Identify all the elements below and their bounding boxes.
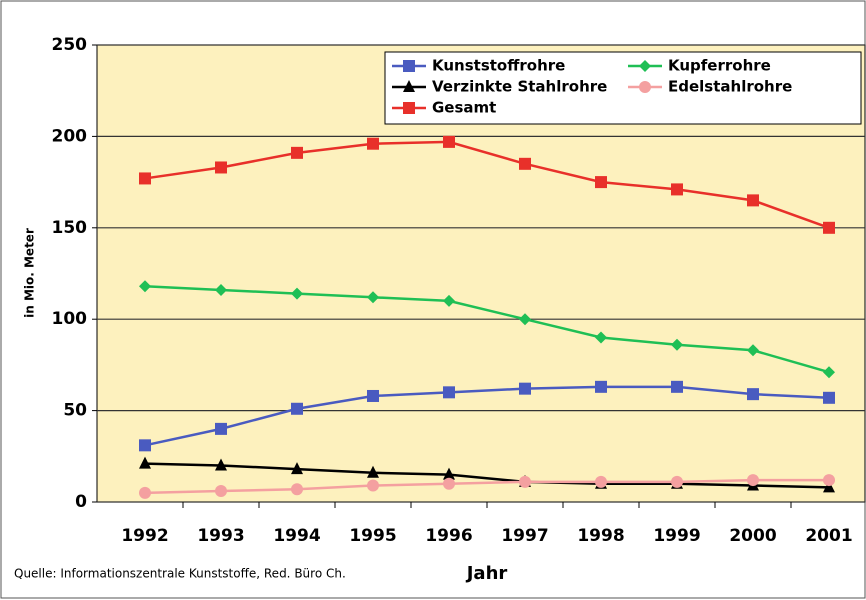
marker	[639, 81, 651, 93]
x-tick-label: 1995	[349, 526, 396, 546]
source: Quelle: Informationszentrale Kunststoffe…	[14, 567, 346, 581]
marker	[443, 386, 455, 399]
marker	[291, 287, 303, 300]
y-tick-label: 100	[52, 309, 88, 329]
x-tick-label: 1992	[121, 526, 168, 546]
marker	[139, 280, 151, 293]
marker	[215, 458, 227, 471]
x-axis-label: Jahr	[465, 563, 508, 584]
marker	[139, 456, 151, 469]
marker	[671, 183, 683, 196]
marker	[215, 422, 227, 435]
marker	[519, 475, 531, 488]
marker	[747, 474, 759, 487]
y-tick-label: 250	[52, 35, 88, 55]
series-line	[144, 285, 830, 374]
series-line	[144, 385, 830, 447]
x-tick-label: 2001	[805, 526, 852, 546]
y-tick-label: 50	[63, 401, 87, 421]
y-tick-label: 0	[75, 492, 87, 512]
x-tick-label: 1998	[577, 526, 624, 546]
marker	[139, 172, 151, 185]
series-line	[144, 478, 829, 495]
y-tick-label: 150	[52, 218, 88, 238]
x-tick-label: 1997	[501, 526, 548, 546]
marker	[139, 486, 151, 499]
marker	[403, 80, 415, 92]
marker	[671, 380, 683, 393]
marker	[291, 462, 303, 475]
marker	[519, 313, 531, 326]
marker	[747, 388, 759, 401]
legend-label: Verzinkte Stahlrohre	[432, 78, 607, 96]
legend-label: Kunststoffrohre	[432, 57, 565, 75]
marker	[291, 402, 303, 415]
marker	[823, 221, 835, 234]
x-tick-label: 1993	[197, 526, 244, 546]
marker	[747, 194, 759, 207]
marker	[823, 391, 835, 404]
marker	[595, 176, 607, 189]
marker	[215, 283, 227, 296]
marker	[519, 157, 531, 170]
marker	[291, 146, 303, 159]
marker	[215, 161, 227, 174]
marker	[367, 389, 379, 402]
marker	[595, 475, 607, 488]
marker	[443, 477, 455, 490]
legend-label: Edelstahlrohre	[668, 78, 792, 96]
x-tick-label: 2000	[729, 526, 776, 546]
marker	[671, 475, 683, 488]
marker	[823, 474, 835, 487]
marker	[291, 483, 303, 496]
series-line	[144, 140, 830, 229]
legend-label: Gesamt	[432, 99, 496, 117]
x-tick-label: 1996	[425, 526, 472, 546]
series-line	[144, 462, 830, 489]
marker	[367, 465, 379, 478]
x-tick-label: 1999	[653, 526, 700, 546]
marker	[139, 439, 151, 452]
marker	[443, 135, 455, 148]
marker	[443, 294, 455, 307]
marker	[823, 366, 835, 379]
marker	[595, 380, 607, 393]
marker	[823, 480, 835, 493]
marker	[367, 137, 379, 150]
legend-label: Kupferrohre	[668, 57, 771, 75]
marker	[367, 479, 379, 492]
marker	[367, 291, 379, 304]
legend-box	[384, 51, 862, 125]
x-tick-label: 1994	[273, 526, 320, 546]
marker	[403, 102, 415, 114]
marker	[671, 338, 683, 351]
marker	[519, 382, 531, 395]
marker	[443, 467, 455, 480]
y-axis-label: in Mio. Meter	[23, 228, 37, 318]
marker	[403, 60, 415, 72]
marker	[639, 60, 651, 72]
y-tick-label: 200	[52, 126, 88, 146]
marker	[747, 344, 759, 357]
marker	[595, 331, 607, 344]
marker	[215, 485, 227, 498]
